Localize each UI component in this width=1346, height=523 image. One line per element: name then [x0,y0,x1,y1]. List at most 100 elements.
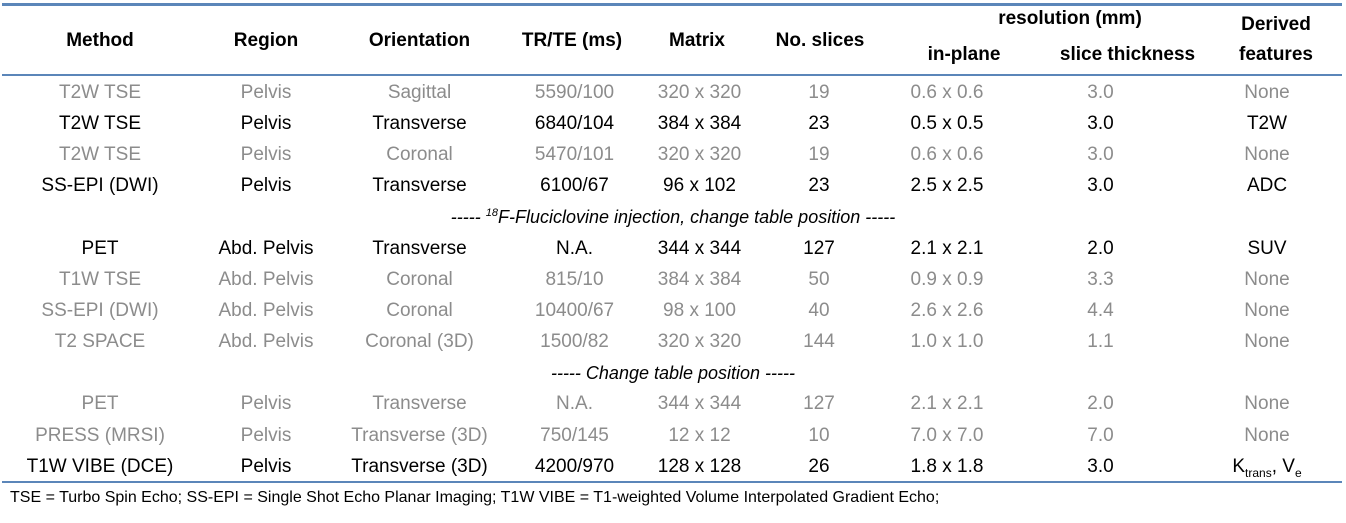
cell-slices: 144 [803,331,835,353]
cell-trte: N.A. [556,393,593,415]
cell-region: Abd. Pelvis [218,299,314,321]
header-matrix: Matrix [669,30,725,51]
cell-slices: 10 [808,424,830,446]
cell-trte: 6840/104 [534,112,615,134]
cell-inplane: 2.6 x 2.6 [910,299,984,321]
cell-matrix: 128 x 128 [657,455,742,477]
cell-inplane: 0.6 x 0.6 [910,143,984,165]
cell-matrix: 320 x 320 [657,81,742,103]
separator-row: ----- 18F-Fluciclovine injection, change… [0,202,1346,233]
cell-orientation: Transverse (3D) [351,424,488,446]
cell-derived: SUV [1247,237,1287,259]
header-slices: No. slices [775,30,865,51]
table-row: SS-EPI (DWI) Abd. Pelvis Coronal 10400/67 98… [0,295,1346,326]
cell-slices: 23 [808,175,830,197]
ve-subscript: e [1294,465,1302,480]
isotope-mass-number: 18 [485,206,499,219]
table-row: T2W TSE Pelvis Coronal 5470/101 320 x 320 19 0… [0,139,1346,170]
cell-inplane: 1.8 x 1.8 [910,455,984,477]
cell-inplane: 0.5 x 0.5 [910,112,984,134]
separator-row: ----- Change table position ----- [0,358,1346,389]
cell-inplane: 2.1 x 2.1 [910,393,984,415]
ktrans-symbol: K [1232,455,1246,477]
cell-matrix: 384 x 384 [657,268,742,290]
cell-slices: 26 [808,455,830,477]
header-orientation: Orientation [368,30,471,51]
cell-derived: None [1244,424,1290,446]
separator-label: ----- Change table position ----- [550,362,796,383]
cell-inplane: 1.0 x 1.0 [910,331,984,353]
cell-trte: 10400/67 [534,299,615,321]
header-derived-line1: Derived [1241,14,1311,35]
cell-orientation: Coronal [386,268,453,290]
cell-matrix: 12 x 12 [668,424,731,446]
cell-slices: 19 [808,81,830,103]
table-row: PET Abd. Pelvis Transverse N.A. 344 x 344 127… [0,233,1346,264]
header-resolution: resolution (mm) [998,8,1142,29]
cell-region: Pelvis [240,112,292,134]
sequence-table: T2W TSE Pelvis Sagittal 5590/100 320 x 320 19… [0,77,1346,482]
table-body: T2W TSE Pelvis Sagittal 5590/100 320 x 320 19… [0,77,1346,482]
cell-matrix: 384 x 384 [657,112,742,134]
cell-trte: 750/145 [540,424,609,446]
cell-orientation: Transverse [372,237,467,259]
cell-method: PRESS (MRSI) [35,424,165,446]
cell-thickness: 7.0 [1087,424,1114,446]
cell-method: T1W TSE [59,268,141,290]
cell-method: PET [81,237,119,259]
cell-region: Pelvis [240,143,292,165]
cell-orientation: Transverse [372,393,467,415]
cell-region: Pelvis [240,424,292,446]
cell-trte: 4200/970 [534,455,615,477]
cell-matrix: 344 x 344 [657,393,742,415]
table-row: T1W VIBE (DCE) Pelvis Transverse (3D) 4200/… [0,451,1346,482]
cell-orientation: Coronal [386,143,453,165]
cell-slices: 127 [803,393,835,415]
cell-thickness: 1.1 [1087,331,1114,353]
cell-inplane: 0.9 x 0.9 [910,268,984,290]
cell-orientation: Transverse [372,175,467,197]
cell-thickness: 4.4 [1087,299,1114,321]
cell-thickness: 3.3 [1087,268,1114,290]
cell-method: PET [81,393,119,415]
cell-trte: 6100/67 [540,175,609,197]
cell-orientation: Transverse [372,112,467,134]
header-bottom-rule [2,74,1342,76]
cell-slices: 50 [808,268,830,290]
separator-label: F-Fluciclovine injection, change table p… [498,206,896,227]
header-region: Region [233,30,299,51]
cell-thickness: 3.0 [1087,81,1114,103]
cell-orientation: Coronal [386,299,453,321]
cell-region: Pelvis [240,81,292,103]
table-row: T2W TSE Pelvis Sagittal 5590/100 320 x 320 19… [0,77,1346,108]
cell-orientation: Coronal (3D) [365,331,474,353]
cell-inplane: 2.1 x 2.1 [910,237,984,259]
separator-text: ----- 18F-Fluciclovine injection, change… [0,202,1346,233]
header-trte: TR/TE (ms) [521,30,623,51]
cell-inplane: 0.6 x 0.6 [910,81,984,103]
cell-inplane: 7.0 x 7.0 [910,424,984,446]
cell-region: Abd. Pelvis [218,237,314,259]
cell-derived: None [1244,393,1290,415]
cell-orientation: Transverse (3D) [351,455,488,477]
cell-derived: None [1244,81,1290,103]
cell-thickness: 2.0 [1087,393,1114,415]
table-top-rule [2,3,1342,6]
cell-derived: Ktrans, Ve [1188,451,1346,482]
footnote: TSE = Turbo Spin Echo; SS-EPI = Single S… [10,489,940,506]
cell-thickness: 3.0 [1087,455,1114,477]
cell-matrix: 98 x 100 [663,299,736,321]
table-row: SS-EPI (DWI) Pelvis Transverse 6100/67 96 x … [0,171,1346,202]
cell-slices: 23 [808,112,830,134]
cell-region: Abd. Pelvis [218,268,314,290]
cell-region: Abd. Pelvis [218,331,314,353]
header-method: Method [66,30,134,51]
cell-method: T2W TSE [59,112,141,134]
cell-trte: 5470/101 [534,143,615,165]
separator-text: ----- Change table position ----- [0,358,1346,389]
table-row: T2 SPACE Abd. Pelvis Coronal (3D) 1500/82 32… [0,327,1346,358]
cell-thickness: 2.0 [1087,237,1114,259]
cell-method: SS-EPI (DWI) [41,299,159,321]
cell-method: T2W TSE [59,81,141,103]
cell-method: SS-EPI (DWI) [41,175,159,197]
